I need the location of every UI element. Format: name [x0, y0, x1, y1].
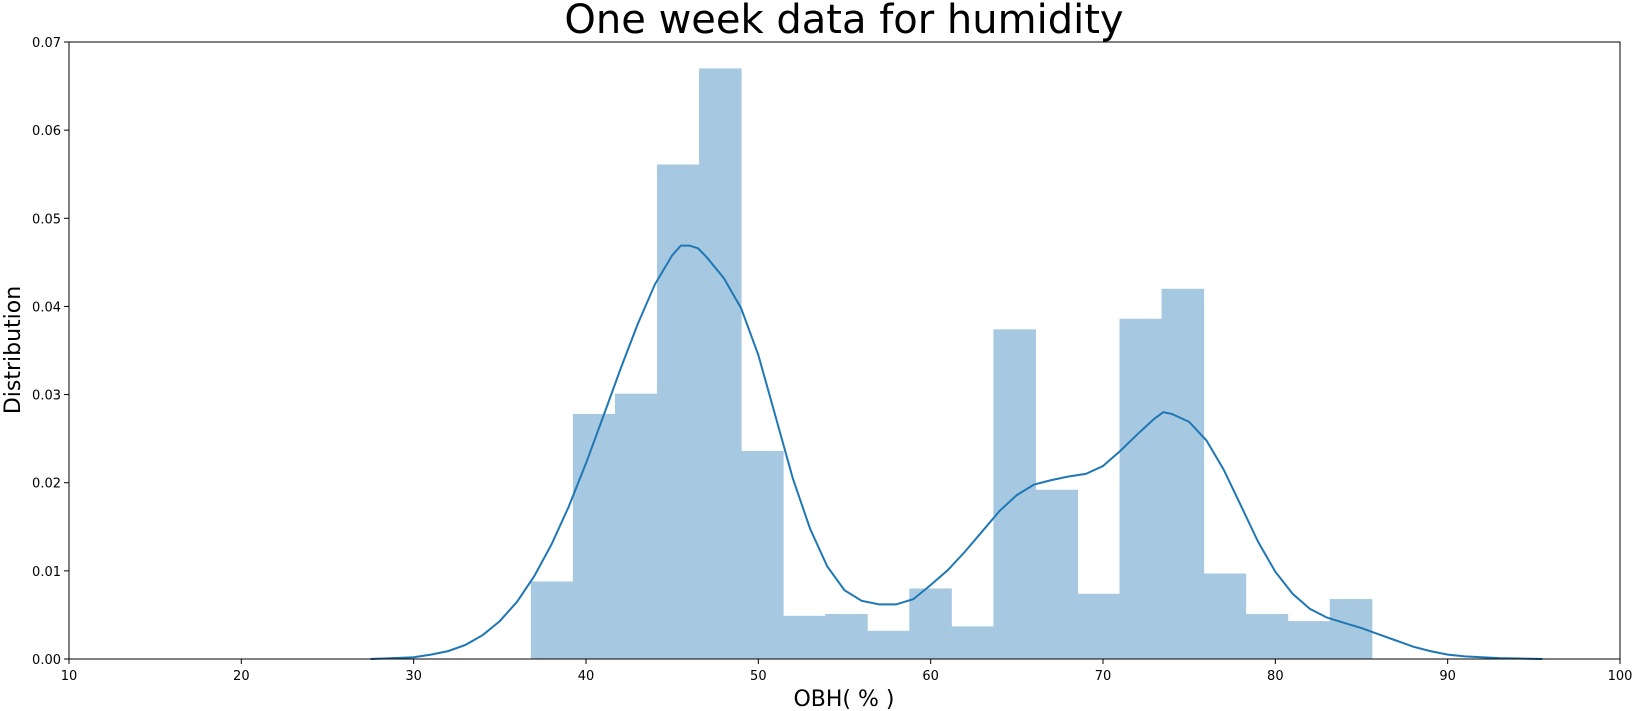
- histogram-bar: [1161, 288, 1205, 659]
- histogram-bar: [1077, 593, 1121, 659]
- x-tick-label: 90: [1439, 669, 1456, 684]
- x-tick-label: 100: [1608, 669, 1633, 684]
- histogram-bar: [530, 581, 574, 659]
- y-tick-label: 0.06: [32, 124, 61, 139]
- histogram-bar: [1287, 621, 1331, 659]
- y-tick-label: 0.07: [32, 36, 61, 51]
- x-tick-label: 50: [750, 669, 767, 684]
- histogram-bar: [993, 329, 1036, 659]
- y-tick-label: 0.01: [32, 565, 61, 580]
- x-tick-label: 60: [922, 669, 939, 684]
- histogram-bar: [909, 588, 952, 659]
- x-tick-label: 80: [1267, 669, 1284, 684]
- y-tick-label: 0.04: [32, 300, 61, 315]
- histogram-bar: [1035, 489, 1078, 659]
- histogram-bar: [783, 615, 826, 659]
- histogram-bar: [825, 614, 868, 659]
- histogram-bar: [867, 630, 910, 659]
- x-tick-label: 40: [578, 669, 595, 684]
- histogram-bar: [741, 450, 784, 659]
- x-tick-label: 70: [1095, 669, 1112, 684]
- histogram-bar: [614, 393, 658, 659]
- x-tick-label: 20: [233, 669, 250, 684]
- histogram-bar: [1119, 318, 1163, 659]
- histogram-bar: [1203, 573, 1247, 659]
- chart-title: One week data for humidity: [564, 0, 1123, 43]
- x-tick-label: 30: [405, 669, 422, 684]
- histogram-bars: [530, 68, 1373, 660]
- x-tick-label: 10: [61, 669, 78, 684]
- x-axis-ticks: 10 20 30 40 50 60 70 80 90 100: [61, 659, 1633, 684]
- y-tick-label: 0.05: [32, 212, 61, 227]
- histogram-bar: [1245, 614, 1289, 659]
- y-axis-ticks: 0.00 0.01 0.02 0.03 0.04 0.05 0.06 0.07: [32, 36, 69, 668]
- histogram-bar: [572, 413, 616, 659]
- plot-frame: [68, 41, 1621, 660]
- histogram-bar: [699, 68, 742, 659]
- x-axis-label: OBH( % ): [793, 687, 894, 711]
- y-tick-label: 0.02: [32, 477, 61, 492]
- histogram-bar: [951, 626, 994, 659]
- y-tick-label: 0.00: [32, 653, 61, 668]
- histogram-bar: [657, 164, 700, 660]
- kde-curve: [370, 244, 1543, 660]
- y-axis-label: Distribution: [1, 286, 26, 414]
- y-tick-label: 0.03: [32, 389, 61, 404]
